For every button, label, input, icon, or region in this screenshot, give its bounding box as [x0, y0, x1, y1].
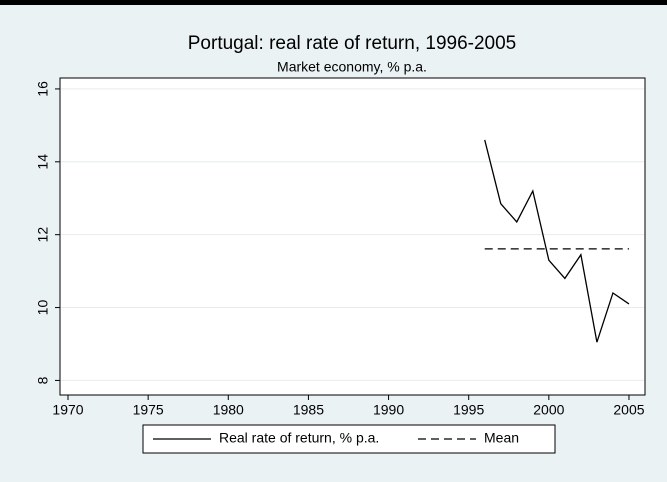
legend-label: Mean [484, 430, 519, 446]
x-tick-label: 1975 [133, 402, 164, 418]
x-tick-label: 2005 [613, 402, 644, 418]
plot-area [59, 77, 646, 396]
chart-title: Portugal: real rate of return, 1996-2005 [188, 33, 516, 54]
legend [142, 424, 556, 454]
y-tick-label: 8 [35, 376, 51, 384]
y-tick-label: 10 [35, 300, 51, 316]
y-tick-label: 16 [35, 81, 51, 97]
legend-box [142, 424, 556, 454]
y-tick-label: 12 [35, 227, 51, 243]
y-tick-label: 14 [35, 154, 51, 170]
x-tick-label: 1970 [52, 402, 83, 418]
legend-label: Real rate of return, % p.a. [219, 430, 379, 446]
chart-subtitle: Market economy, % p.a. [277, 59, 427, 75]
x-tick-label: 1980 [213, 402, 244, 418]
x-tick-label: 2000 [533, 402, 564, 418]
x-tick-label: 1995 [453, 402, 484, 418]
top-bar [0, 0, 667, 5]
x-tick-label: 1985 [293, 402, 324, 418]
series-line [484, 139, 630, 343]
x-tick-label: 1990 [373, 402, 404, 418]
